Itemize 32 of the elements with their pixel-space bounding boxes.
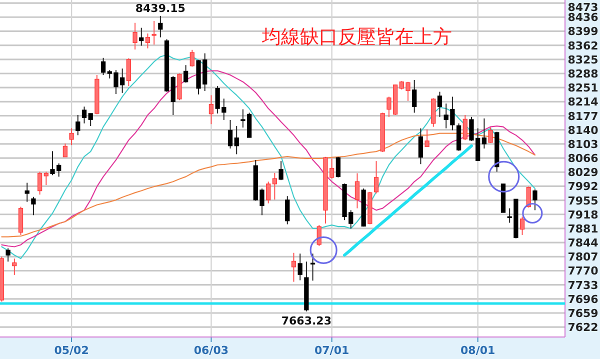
y-tick-label: 8325 [568,53,598,66]
y-tick-label: 8177 [568,110,598,123]
y-tick-label: 8362 [568,39,598,52]
y-tick-label: 7918 [568,208,598,222]
y-tick-label: 8066 [568,152,599,166]
y-tick-label: 7733 [568,278,598,292]
y-tick-label: 7955 [568,194,598,208]
text: 均線缺口反壓皆在上方 [261,26,452,48]
y-tick-label: 8399 [568,25,598,38]
y-tick-label: 7992 [568,180,598,194]
y-tick-label: 7696 [568,292,599,306]
y-tick-label: 7881 [568,222,598,236]
y-tick-label: 8214 [568,96,599,109]
x-tick-label: 05/02 [54,344,89,357]
y-tick-label: 7622 [568,321,598,334]
y-tick-label: 8140 [568,124,599,137]
x-tick-label: 06/03 [194,344,229,357]
y-tick-label: 7770 [568,264,599,278]
y-tick-label: 7659 [568,307,598,320]
y-tick-label: 7844 [568,236,599,250]
y-tick-label: 7807 [568,250,598,264]
y-tick-label: 8251 [568,82,598,95]
x-tick-label: 07/01 [314,344,350,357]
y-tick-label: 8473 [568,1,598,14]
y-tick-label: 8436 [568,11,599,24]
y-tick-label: 8288 [568,67,598,80]
y-tick-label: 8103 [568,138,598,151]
line-series [343,144,473,257]
y-tick-label: 8029 [568,166,598,180]
annotation: 7663.23 [281,314,332,328]
annotation: 8439.15 [135,2,186,15]
x-tick-label: 08/01 [460,344,496,357]
